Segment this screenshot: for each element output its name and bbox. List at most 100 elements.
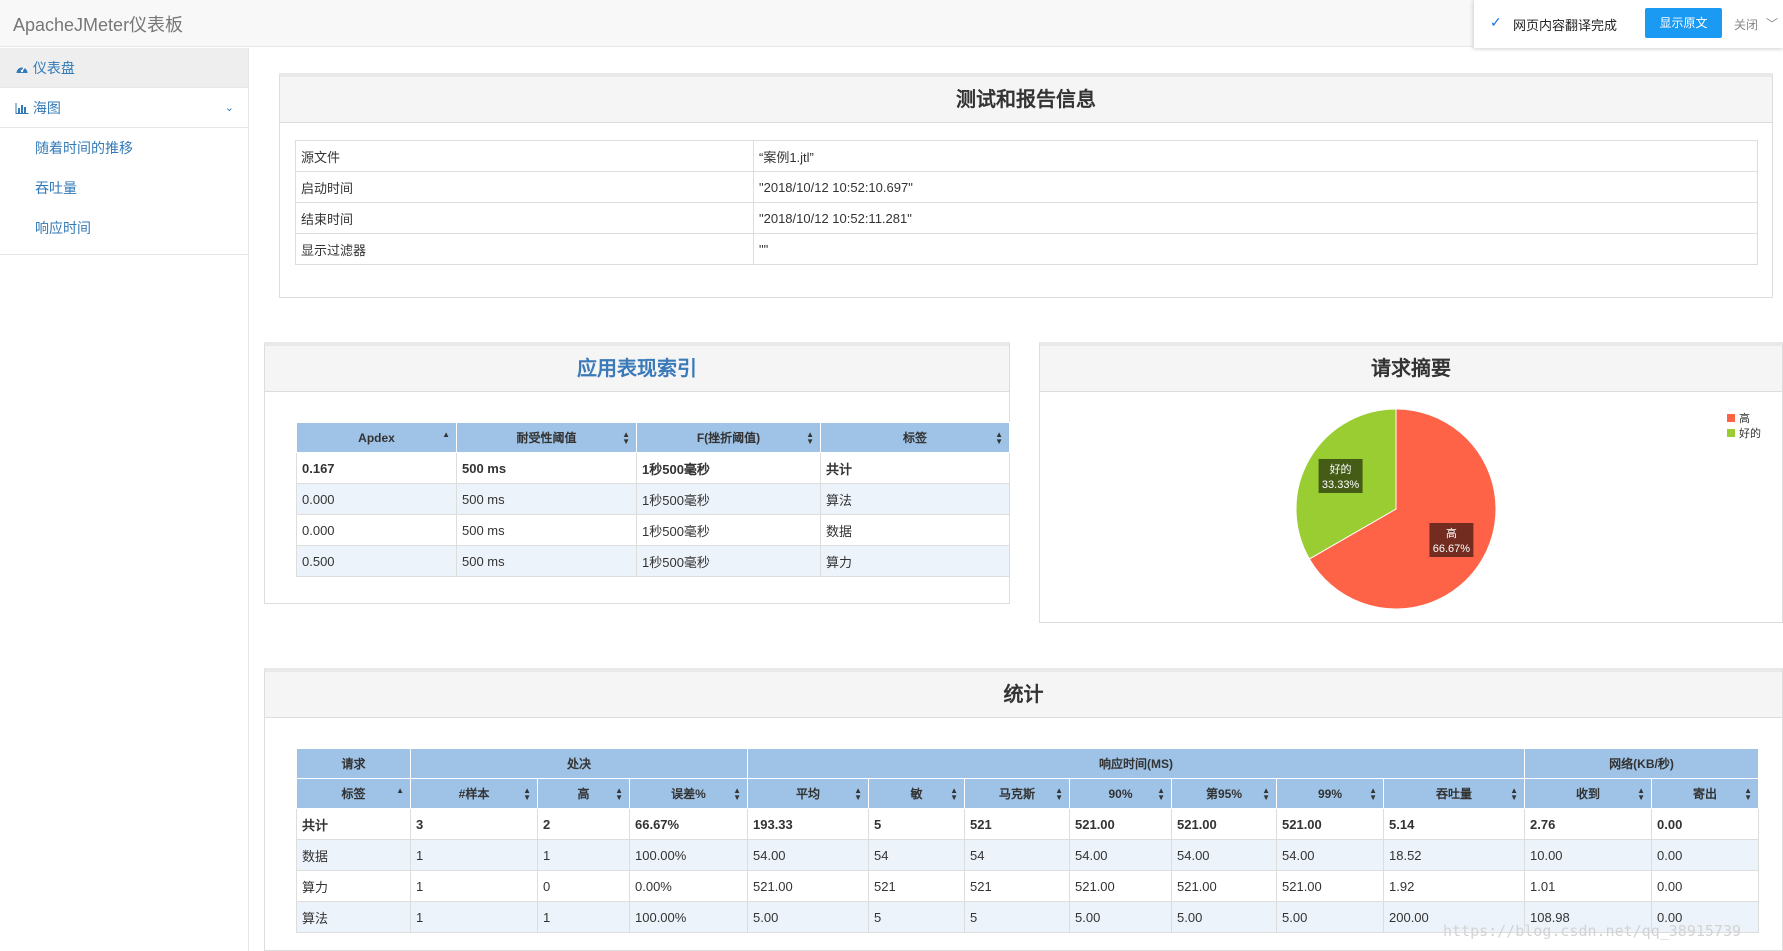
legend-item[interactable]: 好的 (1726, 427, 1761, 442)
cell: 521.00 (1069, 808, 1172, 840)
table-row: 显示过滤器 "" (295, 233, 1758, 265)
close-translate-link[interactable]: 关闭 (1734, 18, 1759, 32)
cell: 500 ms (456, 452, 637, 484)
cell: 共计 (296, 808, 411, 840)
info-key: 源文件 (295, 140, 754, 172)
cell: 5 (868, 808, 965, 840)
sort-icon: ▲ ▼ (1744, 786, 1752, 802)
cell: 5 (964, 901, 1070, 933)
cell: 0.00 (1651, 839, 1759, 871)
test-info-table: 源文件 “案例1.jtl” 启动时间 "2018/10/12 10:52:10.69… (295, 140, 1758, 265)
cell: 0.000 (296, 483, 457, 515)
panel-title: 统计 (265, 672, 1782, 718)
table-row: 启动时间 "2018/10/12 10:52:10.697" (295, 171, 1758, 203)
slice-percent: 33.33% (1322, 479, 1360, 491)
col-header-tolerance[interactable]: 耐受性阈值 ▲ ▼ (456, 422, 637, 453)
sidebar-item-dashboard[interactable]: 仪表盘 (0, 48, 248, 88)
info-key: 结束时间 (295, 202, 754, 234)
app-title[interactable]: ApacheJMeter仪表板 (13, 15, 184, 35)
cell: 5 (868, 901, 965, 933)
panel-title: 测试和报告信息 (280, 77, 1772, 123)
cell: 0.500 (296, 545, 457, 577)
cell: 2.76 (1524, 808, 1652, 840)
cell: 0.000 (296, 514, 457, 546)
statistics-table: 请求 处决 响应时间(MS) 网络(KB/秒) 标签 ▲ #样本 ▲ ▼ 高 ▲ ▼ 误差… (296, 748, 1759, 933)
group-header-executions: 处决 (410, 748, 748, 779)
col-header-received[interactable]: 收到 ▲ ▼ (1524, 778, 1652, 809)
cell: 算力 (296, 870, 411, 902)
cell: 1 (410, 901, 538, 933)
table-row: 数据 1 1 100.00% 54.00 54 54 54.00 54.00 54.00 18.52… (296, 839, 1759, 871)
cell: 10.00 (1524, 839, 1652, 871)
pie-slice-0[interactable] (1308, 408, 1497, 610)
sidebar-item-label: 海图 (32, 100, 61, 116)
cell: 1 (537, 839, 630, 871)
sort-asc-icon: ▲ (396, 786, 404, 795)
sort-asc-icon: ▲ (442, 430, 450, 439)
cell: 0.00 (1651, 901, 1759, 933)
cell: 521 (964, 870, 1070, 902)
table-row: 算力 1 0 0.00% 521.00 521 521 521.00 521.00 521.00 1… (296, 870, 1759, 902)
cell: 54.00 (1276, 839, 1384, 871)
cell: 0 (537, 870, 630, 902)
col-header-label[interactable]: 标签 ▲ ▼ (820, 422, 1010, 453)
cell: 3 (410, 808, 538, 840)
pie-label: 高 66.67% (1429, 523, 1474, 558)
col-header-samples[interactable]: #样本 ▲ ▼ (410, 778, 538, 809)
col-header-p99[interactable]: 99% ▲ ▼ (1276, 778, 1384, 809)
cell: 521.00 (1171, 808, 1277, 840)
col-header-p95[interactable]: 第95% ▲ ▼ (1171, 778, 1277, 809)
cell: 数据 (296, 839, 411, 871)
info-value: "2018/10/12 10:52:11.281" (753, 202, 1758, 234)
sidebar: 仪表盘 海图 ⌄ 随着时间的推移 吞吐量 响应时间 (0, 48, 249, 951)
cell: 1 (410, 839, 538, 871)
sort-icon: ▲ ▼ (854, 786, 862, 802)
col-header-average[interactable]: 平均 ▲ ▼ (747, 778, 869, 809)
cell: 0.00 (1651, 808, 1759, 840)
chevron-down-icon[interactable]: ﹀ (1766, 17, 1779, 31)
sort-icon: ▲ ▼ (1637, 786, 1645, 802)
cell: 算法 (820, 483, 1010, 515)
cell: 500 ms (456, 483, 637, 515)
charts-submenu: 随着时间的推移 吞吐量 响应时间 (0, 128, 248, 255)
col-header-p90[interactable]: 90% ▲ ▼ (1069, 778, 1172, 809)
info-value: "" (753, 233, 1758, 265)
table-row: 0.167 500 ms 1秒500毫秒 共计 (296, 452, 1010, 484)
cell: 0.00 (1651, 870, 1759, 902)
cell: 共计 (820, 452, 1010, 484)
sidebar-item-charts[interactable]: 海图 ⌄ (0, 88, 248, 128)
col-header-ko[interactable]: 高 ▲ ▼ (537, 778, 630, 809)
col-header-throughput[interactable]: 吞吐量 ▲ ▼ (1383, 778, 1525, 809)
cell: 66.67% (629, 808, 748, 840)
col-header-frustration[interactable]: F(挫折阈值) ▲ ▼ (636, 422, 821, 453)
cell: 54 (964, 839, 1070, 871)
cell: 54.00 (747, 839, 869, 871)
table-row: 结束时间 "2018/10/12 10:52:11.281" (295, 202, 1758, 234)
apdex-panel: 应用表现索引 Apdex ▲ 耐受性阈值 ▲ ▼ F(挫折阈值) ▲ ▼ 标签 ▲ ▼ 0.1… (264, 342, 1010, 604)
panel-title: 请求摘要 (1040, 346, 1782, 392)
col-header-sent[interactable]: 寄出 ▲ ▼ (1651, 778, 1759, 809)
legend-swatch (1726, 428, 1736, 438)
sidebar-subitem-response-times[interactable]: 响应时间 (35, 220, 91, 236)
show-original-button[interactable]: 显示原文 (1645, 8, 1722, 38)
sort-icon: ▲ ▼ (950, 786, 958, 802)
pie-label: 好的 33.33% (1318, 458, 1363, 493)
chevron-down-icon[interactable]: ⌄ (224, 102, 234, 114)
cell: 1 (537, 901, 630, 933)
sort-icon: ▲ ▼ (733, 786, 741, 802)
sort-icon: ▲ ▼ (523, 786, 531, 802)
pie-legend: 高 好的 (1726, 412, 1761, 442)
col-header-min[interactable]: 敏 ▲ ▼ (868, 778, 965, 809)
table-row: 算法 1 1 100.00% 5.00 5 5 5.00 5.00 5.00 200.00 108.9… (296, 901, 1759, 933)
col-header-error[interactable]: 误差% ▲ ▼ (629, 778, 748, 809)
legend-item[interactable]: 高 (1726, 412, 1761, 427)
sidebar-subitem-over-time[interactable]: 随着时间的推移 (35, 140, 133, 156)
sidebar-subitem-throughput[interactable]: 吞吐量 (35, 180, 77, 196)
cell: 521.00 (1276, 808, 1384, 840)
col-header-label[interactable]: 标签 ▲ (296, 778, 411, 809)
col-header-apdex[interactable]: Apdex ▲ (296, 422, 457, 453)
cell: 算法 (296, 901, 411, 933)
cell: 193.33 (747, 808, 869, 840)
col-header-max[interactable]: 马克斯 ▲ ▼ (964, 778, 1070, 809)
info-value: "2018/10/12 10:52:10.697" (753, 171, 1758, 203)
